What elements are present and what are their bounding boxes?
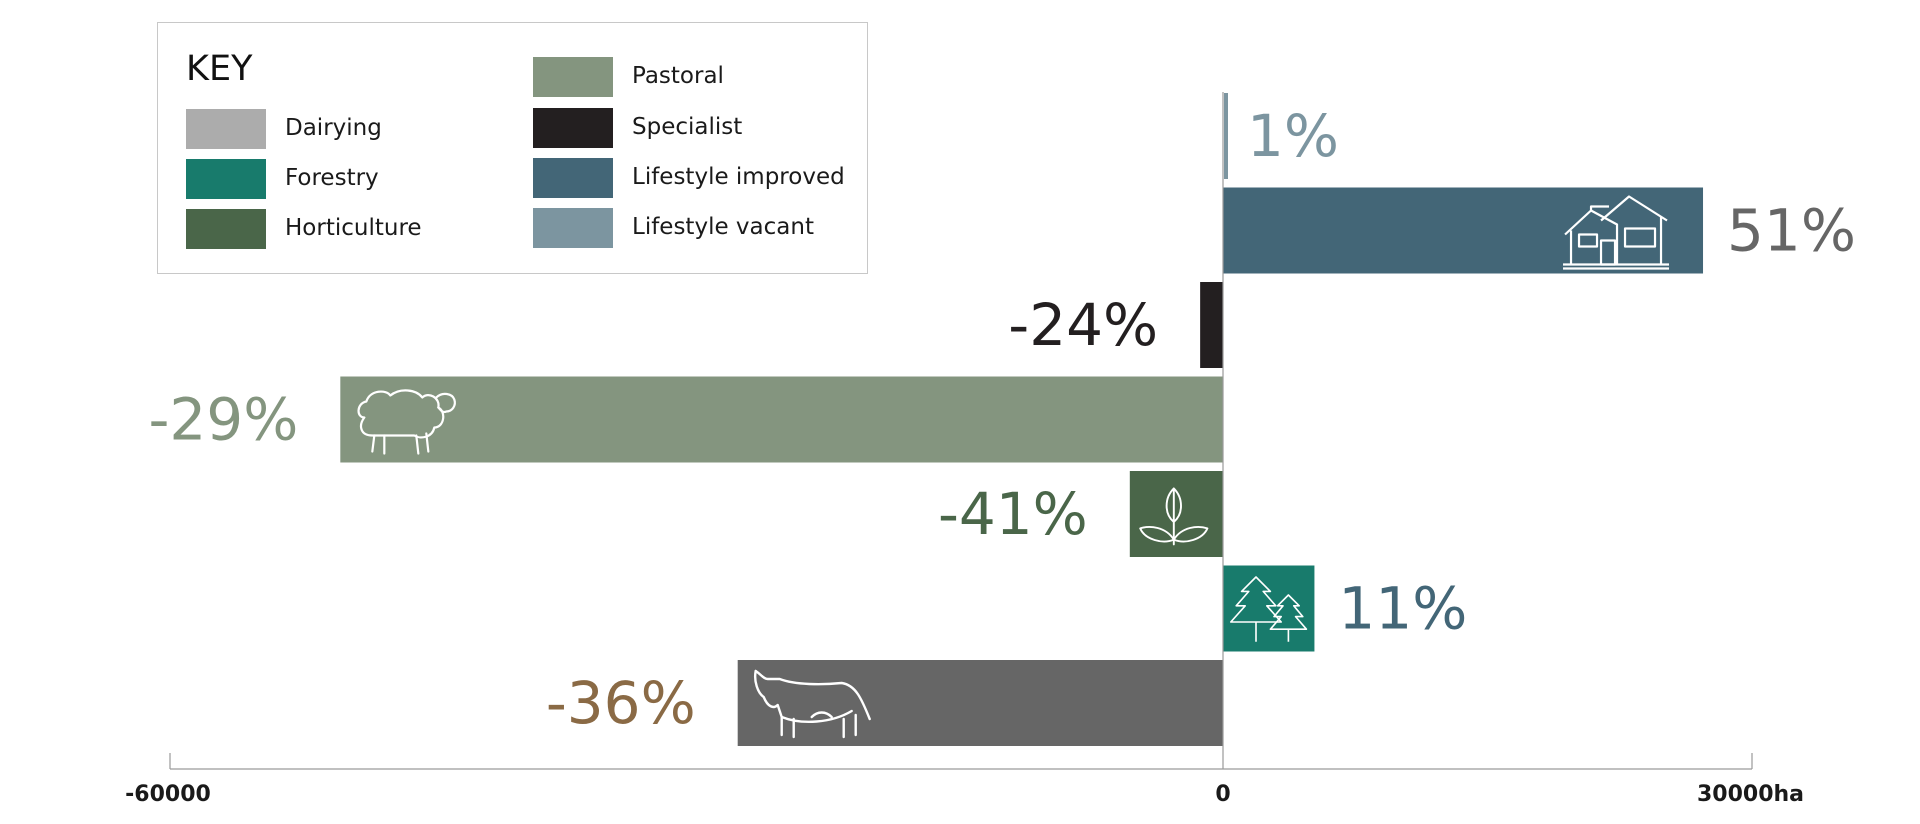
bar xyxy=(1223,187,1704,274)
legend-label: Lifestyle vacant xyxy=(632,214,814,240)
bar xyxy=(1129,471,1223,557)
legend-swatch xyxy=(533,57,613,97)
x-axis: -60000 0 30000ha xyxy=(125,92,1804,807)
bar-label: 51% xyxy=(1727,197,1856,265)
legend-label: Lifestyle improved xyxy=(632,164,845,190)
legend-swatch xyxy=(186,209,266,249)
legend-label: Pastoral xyxy=(632,63,724,89)
bar-label: 11% xyxy=(1338,575,1467,643)
bar xyxy=(340,376,1224,463)
trees-icon xyxy=(1229,576,1308,642)
cow-icon xyxy=(754,669,871,739)
sheep-icon xyxy=(357,389,456,455)
x-tick-label: -60000 xyxy=(125,782,211,807)
leaf-icon xyxy=(1139,487,1209,546)
bar-group-lifestyle-vacant: 1% xyxy=(1224,93,1339,179)
bar-label: 1% xyxy=(1247,102,1339,170)
bar-label: -41% xyxy=(938,480,1088,548)
house-icon xyxy=(1563,195,1670,270)
legend-swatch xyxy=(533,158,613,198)
legend-swatch xyxy=(186,159,266,199)
bars-layer: 1% 51% -24% -29% -41% 11% -36% xyxy=(148,93,1856,746)
legend-swatch xyxy=(533,208,613,248)
bar-group-specialist: -24% xyxy=(1008,282,1223,368)
legend-swatch xyxy=(533,108,613,148)
legend: KEY Dairying Forestry Horticulture Pasto… xyxy=(157,22,868,274)
bar-label: -29% xyxy=(148,386,298,454)
legend-label: Forestry xyxy=(285,165,379,191)
legend-title: KEY xyxy=(186,49,253,89)
legend-label: Specialist xyxy=(632,114,743,140)
bar-group-dairying: -36% xyxy=(546,660,1223,746)
legend-label: Horticulture xyxy=(285,215,422,241)
bar-group-lifestyle-improved: 51% xyxy=(1223,187,1856,274)
bar xyxy=(1200,282,1223,368)
legend-label: Dairying xyxy=(285,115,382,141)
x-tick-label: 0 xyxy=(1215,782,1230,807)
legend-swatch xyxy=(186,109,266,149)
bar xyxy=(737,660,1223,746)
x-tick-label: 30000ha xyxy=(1697,782,1804,807)
bar-label: -24% xyxy=(1008,291,1158,359)
bar-group-horticulture: -41% xyxy=(938,471,1223,557)
bar-group-forestry: 11% xyxy=(1223,565,1467,652)
bar xyxy=(1224,93,1228,179)
bar-group-pastoral: -29% xyxy=(148,376,1224,463)
bar-label: -36% xyxy=(546,669,696,737)
